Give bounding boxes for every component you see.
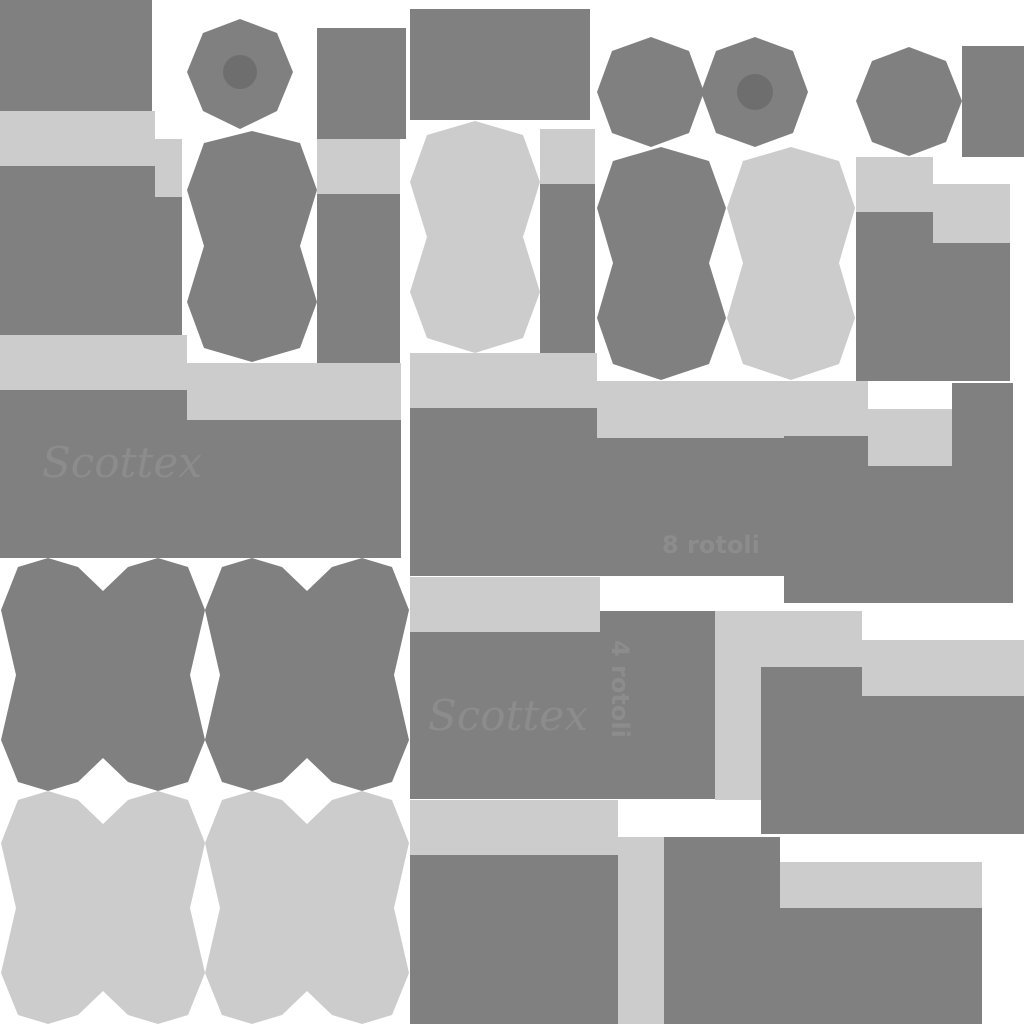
roll-side [187, 131, 317, 362]
roll-pair [1, 558, 205, 791]
panel [155, 197, 182, 335]
panel [780, 908, 982, 1024]
panel [597, 381, 868, 438]
roll-count-label-8: 8 rotoli [662, 531, 760, 559]
brand-label-top: Scottex [42, 438, 202, 487]
panel [0, 111, 155, 166]
panel [761, 667, 862, 834]
brand-label-bottom: Scottex [428, 691, 588, 740]
panel [0, 0, 152, 111]
roll-core-hole [223, 55, 257, 89]
panel [856, 157, 933, 212]
panel [410, 408, 597, 576]
panel [962, 46, 1024, 157]
panel [715, 611, 862, 667]
panel [868, 409, 952, 466]
roll-side [597, 147, 726, 380]
panel [410, 9, 590, 120]
panel [540, 129, 595, 184]
panel [597, 438, 784, 576]
panel [933, 184, 1010, 243]
panel [187, 363, 401, 420]
panel [155, 139, 182, 197]
panel [862, 696, 1024, 834]
panel [715, 667, 761, 800]
panel [410, 800, 618, 855]
panel [868, 466, 1013, 603]
panel [664, 837, 780, 1024]
panel [952, 383, 1013, 466]
panel [317, 139, 400, 194]
panel [0, 390, 187, 558]
roll-pair [205, 558, 409, 791]
panel [540, 184, 595, 353]
panel [780, 862, 982, 908]
panel [187, 420, 401, 558]
panel [862, 640, 1024, 696]
roll-core-hole [737, 74, 773, 110]
roll-pair-light [205, 791, 409, 1024]
panel [933, 243, 1010, 381]
panel [0, 335, 187, 390]
roll-side-light [727, 147, 855, 380]
panel [410, 632, 715, 799]
panel [410, 855, 618, 1024]
panel [0, 166, 155, 335]
roll-end-cap [597, 37, 704, 147]
roll-pair-light [1, 791, 205, 1024]
roll-side-light [410, 121, 540, 353]
roll-count-label-4: 4 rotoli [606, 640, 634, 738]
panel [317, 194, 400, 363]
panel [618, 837, 664, 1024]
panel [856, 212, 933, 381]
panel [410, 353, 597, 408]
panel [784, 436, 868, 603]
roll-end-cap [856, 47, 962, 156]
panel [410, 577, 600, 632]
panel [317, 28, 406, 139]
